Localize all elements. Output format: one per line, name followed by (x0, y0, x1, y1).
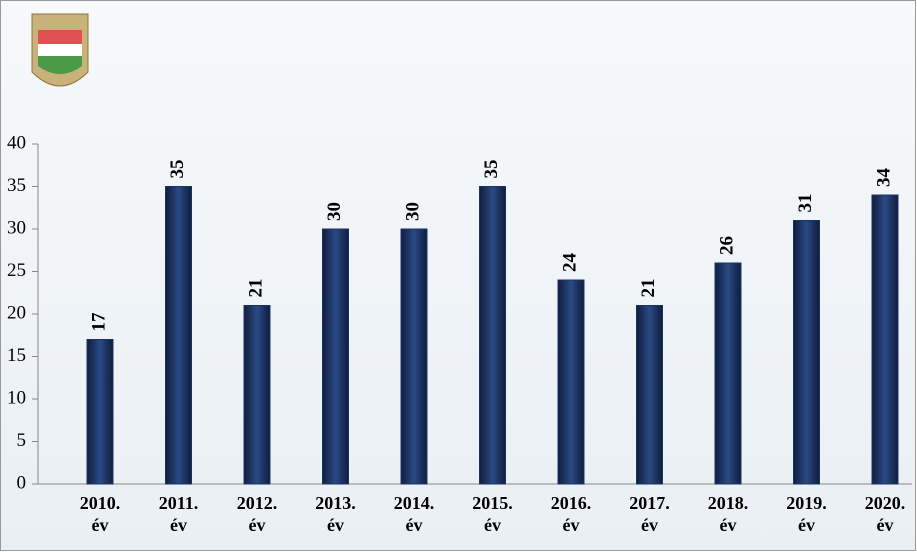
bar (322, 228, 349, 485)
x-tick-label: 2014. év (393, 493, 435, 535)
value-label: 17 (88, 312, 109, 332)
value-label: 21 (638, 279, 659, 298)
value-label: 26 (716, 236, 737, 255)
x-tick-label: 2017. év (629, 493, 670, 535)
x-tick-label: 2018. év (707, 493, 749, 535)
x-tick-label: 2013. év (315, 493, 356, 535)
bar (557, 279, 585, 485)
bar (714, 262, 742, 485)
value-label: 35 (481, 160, 502, 179)
value-label: 31 (795, 194, 816, 213)
x-tick-label-box: 2016. év (550, 493, 592, 535)
value-label: 24 (559, 253, 580, 273)
x-tick-label-box: 2014. év (393, 493, 435, 535)
bar (793, 220, 820, 485)
value-label: 35 (167, 160, 188, 179)
value-label: 34 (873, 168, 894, 188)
x-tick-label-box: 2015. év (472, 493, 513, 535)
y-tick-label: 15 (7, 345, 26, 366)
bar (243, 305, 271, 485)
bar (636, 305, 663, 485)
bar (871, 194, 899, 485)
value-label: 30 (324, 202, 345, 221)
x-tick-label-box: 2011. év (158, 493, 199, 535)
x-tick-label: 2019. év (786, 493, 827, 535)
x-tick-label: 2010. év (79, 493, 121, 535)
value-label: 30 (402, 202, 423, 221)
x-tick-label-box: 2017. év (629, 493, 670, 535)
x-tick-label: 2012. év (236, 493, 278, 535)
x-tick-label: 2011. év (158, 493, 199, 535)
bar (400, 228, 428, 485)
value-label: 21 (245, 279, 266, 298)
y-tick-label: 20 (7, 302, 26, 323)
y-tick-label: 10 (7, 387, 26, 408)
x-tick-label-box: 2010. év (79, 493, 121, 535)
y-tick-label: 25 (7, 260, 26, 281)
x-tick-label-box: 2020. év (864, 493, 906, 535)
x-tick-label-box: 2019. év (786, 493, 827, 535)
y-tick-label: 40 (7, 132, 26, 153)
y-tick-label: 30 (7, 217, 26, 238)
y-tick-label: 35 (7, 175, 26, 196)
x-tick-label-box: 2013. év (315, 493, 356, 535)
x-tick-label: 2020. év (864, 493, 906, 535)
x-tick-label-box: 2012. év (236, 493, 278, 535)
x-tick-label: 2015. év (472, 493, 513, 535)
bar (86, 339, 114, 485)
y-tick-label: 0 (17, 472, 27, 493)
logo (31, 13, 89, 87)
x-tick-label: 2016. év (550, 493, 592, 535)
x-tick-label-box: 2018. év (707, 493, 749, 535)
y-tick-label: 5 (17, 430, 27, 451)
bar (165, 186, 192, 485)
bar (479, 186, 506, 485)
